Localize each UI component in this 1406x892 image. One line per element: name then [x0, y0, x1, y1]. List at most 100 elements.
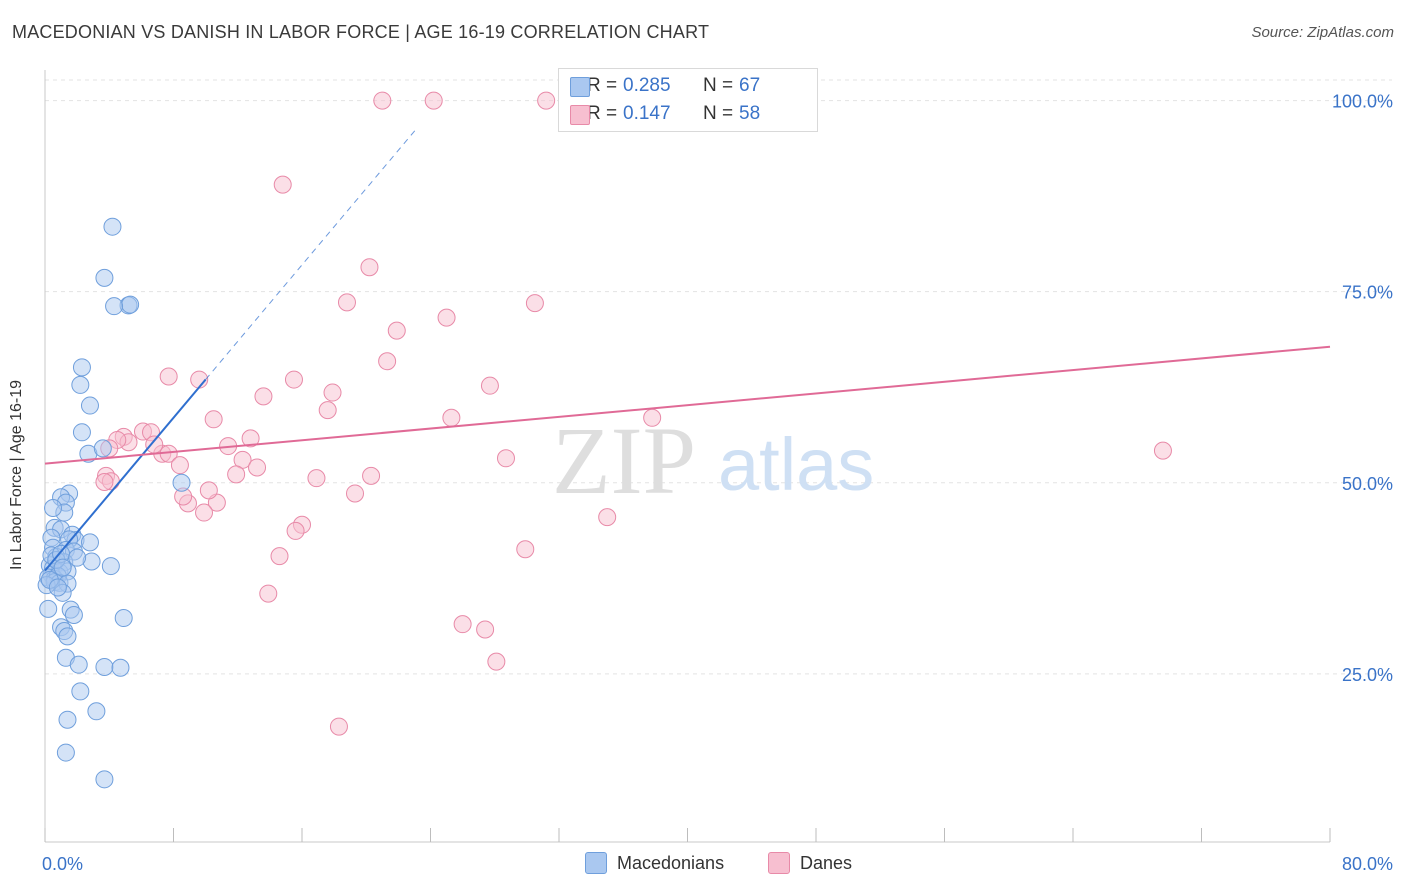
point-macedonians — [58, 710, 77, 729]
point-danes — [496, 449, 515, 468]
point-macedonians — [80, 533, 99, 552]
point-danes — [378, 352, 397, 371]
point-macedonians — [172, 473, 191, 492]
point-danes — [170, 456, 189, 475]
point-macedonians — [69, 655, 88, 674]
y-tick-label: 50.0% — [1342, 474, 1393, 494]
point-danes — [360, 258, 379, 277]
point-macedonians — [53, 558, 72, 577]
point-danes — [273, 175, 292, 194]
legend-swatch-danes — [768, 852, 790, 874]
legend-label-danes: Danes — [800, 852, 853, 873]
point-danes — [195, 503, 214, 522]
point-macedonians — [72, 423, 91, 442]
point-danes — [424, 91, 443, 110]
point-danes — [270, 547, 289, 566]
watermark-zip: ZIP — [552, 407, 696, 514]
gridlines — [45, 79, 1392, 675]
point-danes — [204, 410, 223, 429]
point-macedonians — [95, 657, 114, 676]
legend-item-danes[interactable]: Danes — [768, 852, 852, 874]
point-danes — [598, 508, 617, 527]
stats-row-danes: R = 0.147 N = 58 — [570, 102, 761, 126]
point-macedonians — [68, 548, 87, 567]
stats-legend: R = 0.285 N = 67 R = 0.147 N = 58 — [558, 68, 818, 132]
r-value: 0.147 — [623, 103, 671, 124]
point-danes — [323, 383, 342, 402]
point-danes — [487, 652, 506, 671]
swatch-danes — [570, 105, 590, 125]
point-macedonians — [71, 375, 90, 394]
n-label: N = — [703, 75, 734, 96]
n-value: 67 — [739, 75, 761, 96]
point-macedonians — [121, 295, 140, 314]
series-danes — [95, 91, 1172, 736]
n-label: N = — [703, 103, 734, 124]
point-danes — [337, 293, 356, 312]
x-tick-label-max: 80.0% — [1342, 854, 1393, 874]
swatch-macedonians — [570, 77, 590, 97]
point-danes — [318, 401, 337, 420]
point-danes — [241, 429, 260, 448]
point-danes — [537, 91, 556, 110]
point-macedonians — [95, 268, 114, 287]
point-macedonians — [95, 770, 114, 789]
point-macedonians — [103, 217, 122, 236]
r-value: 0.285 — [623, 75, 671, 96]
point-danes — [525, 294, 544, 313]
y-tick-label: 25.0% — [1342, 665, 1393, 685]
legend-swatch-macedonians — [585, 852, 607, 874]
point-danes — [643, 408, 662, 427]
trend-lines — [44, 127, 1331, 572]
point-danes — [387, 321, 406, 340]
point-macedonians — [48, 578, 67, 597]
stats-row-macedonians: R = 0.285 N = 67 — [570, 74, 761, 98]
point-danes — [248, 458, 267, 477]
x-tick-labels: 0.0% 80.0% — [42, 854, 1393, 874]
point-macedonians — [111, 658, 130, 677]
point-danes — [1153, 441, 1172, 460]
point-macedonians — [87, 702, 106, 721]
point-danes — [159, 367, 178, 386]
chart-title: MACEDONIAN VS DANISH IN LABOR FORCE | AG… — [12, 22, 710, 42]
point-danes — [329, 717, 348, 736]
point-macedonians — [64, 605, 83, 624]
point-danes — [307, 469, 326, 488]
y-tick-label: 100.0% — [1332, 92, 1393, 112]
source-label: Source: ZipAtlas.com — [1251, 24, 1394, 41]
trend-line-danes — [44, 345, 1331, 465]
legend-item-macedonians[interactable]: Macedonians — [585, 852, 724, 874]
trend-line-macedonians-extended — [205, 127, 419, 380]
point-danes — [145, 435, 164, 454]
point-macedonians — [39, 599, 58, 618]
point-danes — [442, 408, 461, 427]
point-danes — [259, 584, 278, 603]
n-value: 58 — [739, 103, 761, 124]
point-danes — [284, 370, 303, 389]
point-danes — [453, 615, 472, 634]
point-macedonians — [101, 557, 120, 576]
point-danes — [437, 308, 456, 327]
point-danes — [476, 620, 495, 639]
point-macedonians — [71, 682, 90, 701]
point-danes — [286, 521, 305, 540]
point-macedonians — [58, 627, 77, 646]
series-legend: Macedonians Danes — [0, 852, 1406, 878]
point-danes — [346, 484, 365, 503]
point-danes — [254, 387, 273, 406]
point-macedonians — [56, 743, 75, 762]
point-macedonians — [114, 609, 133, 628]
x-tick-label-min: 0.0% — [42, 854, 83, 874]
axes — [44, 70, 1331, 843]
point-danes — [227, 465, 246, 484]
point-danes — [480, 376, 499, 395]
point-macedonians — [93, 439, 112, 458]
r-label: R = — [587, 103, 618, 124]
point-danes — [516, 540, 535, 559]
r-label: R = — [587, 75, 618, 96]
point-danes — [199, 481, 218, 500]
point-danes — [373, 91, 392, 110]
point-macedonians — [105, 297, 124, 316]
y-tick-labels: 25.0% 50.0% 75.0% 100.0% — [1332, 92, 1393, 685]
